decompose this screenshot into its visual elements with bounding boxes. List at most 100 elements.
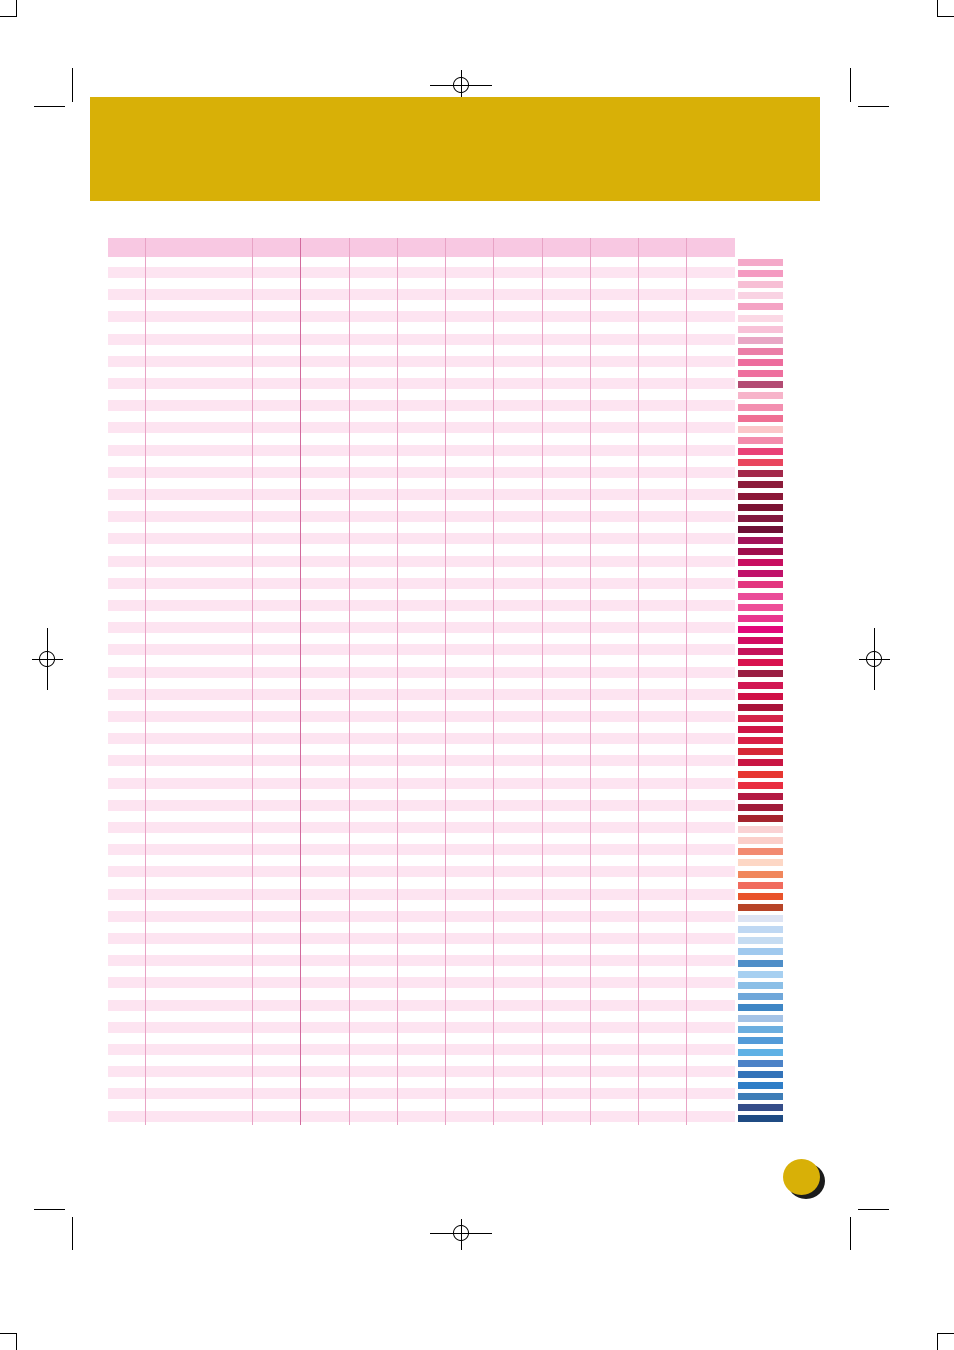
trim-mark-bl-h xyxy=(34,1209,65,1210)
color-swatch xyxy=(738,525,783,533)
column-divider xyxy=(145,238,146,1125)
color-swatch xyxy=(738,325,783,333)
color-swatch xyxy=(738,915,783,923)
color-swatch xyxy=(738,1104,783,1112)
color-swatch xyxy=(738,559,783,567)
table-row xyxy=(108,466,735,478)
table-row xyxy=(108,444,735,456)
color-swatch xyxy=(738,859,783,867)
crop-mark-tr-h xyxy=(937,16,954,17)
table-row xyxy=(108,555,735,567)
color-swatch xyxy=(738,537,783,544)
color-swatch xyxy=(738,726,783,734)
color-swatch xyxy=(738,659,783,667)
table-row xyxy=(108,355,735,367)
color-swatch xyxy=(738,1004,783,1012)
table-row xyxy=(108,799,735,811)
table-row xyxy=(108,755,735,767)
table-row xyxy=(108,910,735,922)
color-swatch xyxy=(738,803,783,811)
color-swatch xyxy=(738,270,783,278)
color-swatch xyxy=(738,837,783,845)
table-row xyxy=(108,267,735,278)
color-swatch xyxy=(738,1093,783,1100)
table-row xyxy=(108,422,735,434)
column-divider xyxy=(542,238,543,1125)
table-row xyxy=(108,333,735,345)
table-row xyxy=(108,644,735,656)
color-swatch xyxy=(738,1037,783,1045)
table-row xyxy=(108,777,735,789)
color-swatch xyxy=(738,625,783,633)
color-swatch xyxy=(738,637,783,645)
color-swatch xyxy=(738,714,783,722)
color-swatch xyxy=(738,1081,783,1089)
table-row xyxy=(108,688,735,700)
color-swatch xyxy=(738,959,783,967)
color-swatch xyxy=(738,425,783,433)
trim-mark-tl-h xyxy=(34,106,65,107)
color-swatch xyxy=(738,948,783,956)
table-row xyxy=(108,822,735,833)
color-swatch xyxy=(738,981,783,989)
column-divider xyxy=(300,238,301,1125)
table-row xyxy=(108,1088,735,1100)
table-row xyxy=(108,1044,735,1055)
color-swatch xyxy=(738,414,783,422)
table-row xyxy=(108,533,735,545)
color-swatch xyxy=(738,759,783,767)
color-swatch xyxy=(738,781,783,789)
column-divider xyxy=(349,238,350,1125)
column-divider xyxy=(590,238,591,1125)
trim-mark-br-h xyxy=(858,1209,889,1210)
color-swatch xyxy=(738,1070,783,1078)
table-row xyxy=(108,888,735,900)
color-swatch xyxy=(738,1115,783,1123)
crop-mark-tl-h xyxy=(0,16,17,17)
color-swatch xyxy=(738,670,783,678)
color-swatch xyxy=(738,748,783,756)
table-row xyxy=(108,1066,735,1078)
crop-mark-br-v xyxy=(937,1333,938,1350)
table-row xyxy=(108,600,735,611)
color-swatch xyxy=(738,870,783,878)
column-divider xyxy=(638,238,639,1125)
color-swatch xyxy=(738,937,783,945)
color-swatch xyxy=(738,314,783,322)
column-divider xyxy=(493,238,494,1125)
trim-mark-tr-v xyxy=(850,68,851,102)
table-row xyxy=(108,733,735,745)
table-row xyxy=(108,977,735,989)
trim-mark-tr-h xyxy=(858,106,889,107)
table-row xyxy=(108,378,735,389)
table-row xyxy=(108,289,735,301)
table-row xyxy=(108,866,735,878)
color-swatch xyxy=(738,592,783,600)
color-swatch xyxy=(738,992,783,1000)
color-swatch xyxy=(738,436,783,444)
color-swatch xyxy=(738,481,783,489)
color-swatch xyxy=(738,737,783,745)
title-banner xyxy=(90,97,820,201)
color-swatch xyxy=(738,503,783,511)
color-swatch xyxy=(738,815,783,822)
crop-mark-bl-h xyxy=(0,1333,17,1334)
crop-mark-bl-v xyxy=(16,1333,17,1350)
page-number-dot xyxy=(783,1159,820,1195)
color-swatch xyxy=(738,970,783,978)
table-row xyxy=(108,999,735,1011)
color-swatch xyxy=(738,303,783,311)
color-swatch xyxy=(738,826,783,834)
table-row xyxy=(108,1021,735,1033)
table-row xyxy=(108,489,735,500)
trim-mark-br-v xyxy=(850,1217,851,1250)
color-swatch xyxy=(738,470,783,478)
table-row xyxy=(108,844,735,856)
color-swatch xyxy=(738,281,783,289)
color-swatch xyxy=(738,581,783,589)
color-swatch xyxy=(738,403,783,411)
table-header-row xyxy=(108,238,735,257)
table-row xyxy=(108,622,735,634)
column-divider xyxy=(686,238,687,1125)
color-swatch xyxy=(738,903,783,911)
